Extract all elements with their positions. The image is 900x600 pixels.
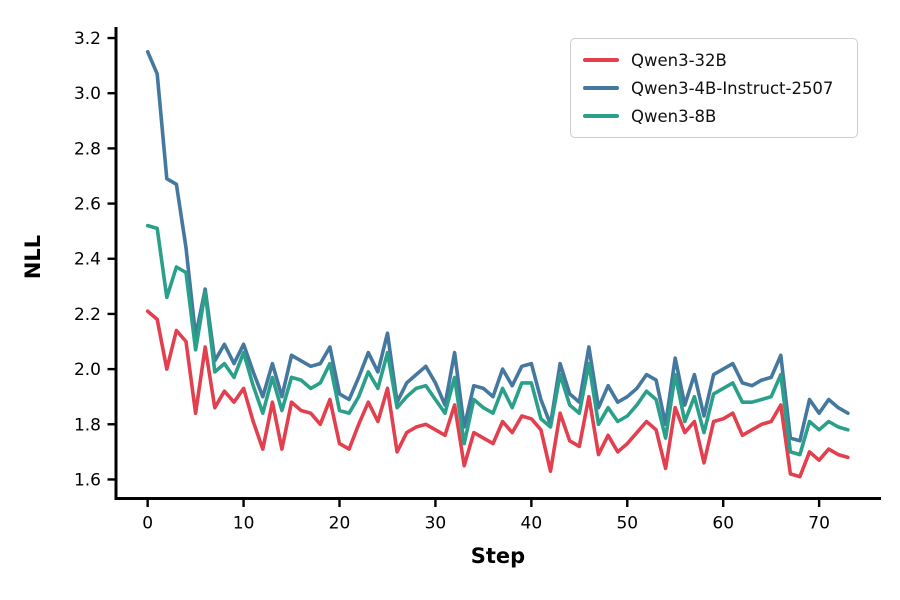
y-tick-label: 2.2 [74, 305, 101, 325]
y-tick-label: 2.6 [74, 195, 101, 215]
legend-swatch-qwen3-8b [583, 114, 619, 118]
legend-swatch-qwen3-4b-instruct-2507 [583, 86, 619, 90]
y-tick-label: 2.4 [74, 250, 101, 270]
legend-label: Qwen3-8B [631, 106, 717, 126]
legend-entry: Qwen3-8B [583, 102, 845, 130]
series-line-qwen3-32b [145, 309, 850, 479]
x-tick-label: 60 [712, 514, 734, 534]
x-tick-label: 40 [521, 514, 543, 534]
x-tick-label: 10 [233, 514, 255, 534]
legend-entry: Qwen3-32B [583, 46, 845, 74]
x-tick-label: 20 [329, 514, 351, 534]
x-tick-label: 30 [425, 514, 447, 534]
x-tick-label: 70 [808, 514, 830, 534]
y-tick-label: 2.8 [74, 139, 101, 159]
legend-label: Qwen3-32B [631, 50, 727, 70]
legend: Qwen3-32B Qwen3-4B-Instruct-2507 Qwen3-8B [570, 38, 858, 138]
series-line-qwen3-4b-instruct-2507 [145, 50, 850, 443]
series-line-qwen3-8b [145, 223, 850, 457]
legend-swatch-qwen3-32b [583, 58, 619, 62]
y-tick-label: 1.6 [74, 470, 101, 490]
y-tick-label: 2.0 [74, 360, 101, 380]
x-tick-label: 0 [142, 514, 153, 534]
legend-label: Qwen3-4B-Instruct-2507 [631, 78, 834, 98]
y-tick-label: 3.2 [74, 29, 101, 49]
x-tick-label: 50 [616, 514, 638, 534]
x-axis-label: Step [470, 544, 526, 568]
y-tick-label: 1.8 [74, 415, 101, 435]
y-tick-label: 3.0 [74, 84, 101, 104]
legend-entry: Qwen3-4B-Instruct-2507 [583, 74, 845, 102]
x-axis-label-wrap: Step [48, 544, 900, 568]
y-axis-label: NLL [21, 234, 45, 280]
